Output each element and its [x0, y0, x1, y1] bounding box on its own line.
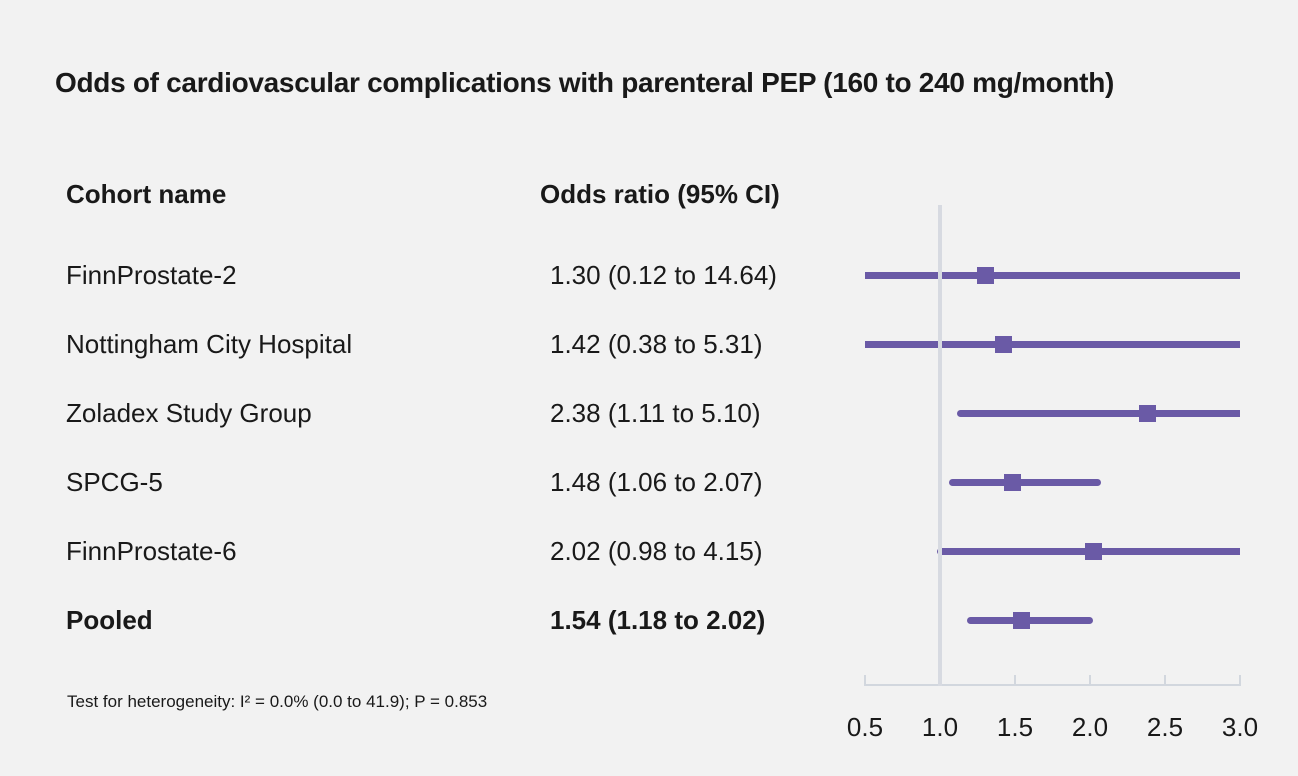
- x-axis-tick: [1239, 675, 1241, 686]
- cohort-row-name: Nottingham City Hospital: [66, 329, 353, 359]
- cohort-row-name: FinnProstate-2: [66, 260, 237, 290]
- confidence-interval-line: [949, 478, 1101, 486]
- cohort-row-odds-ratio-value: 1.54 (1.18 to 2.02): [550, 605, 766, 635]
- odds-ratio-square-marker: [1012, 611, 1030, 629]
- cohort-row-odds-ratio-value: 1.48 (1.06 to 2.07): [550, 467, 763, 497]
- x-axis-tick: [1164, 675, 1166, 686]
- confidence-interval-line: [865, 271, 1240, 279]
- odds-ratio-square-marker: [1003, 473, 1021, 491]
- x-axis-tick-label: 1.0: [921, 712, 959, 742]
- x-axis-tick-label: 2.0: [1071, 712, 1109, 742]
- x-axis-tick: [1014, 675, 1016, 686]
- cohort-row-odds-ratio-value: 2.02 (0.98 to 4.15): [550, 536, 763, 566]
- x-axis-tick-label: 2.5: [1146, 712, 1184, 742]
- cohort-row-odds-ratio-value: 1.42 (0.38 to 5.31): [550, 329, 763, 359]
- cohort-row-name: SPCG-5: [66, 467, 163, 497]
- cohort-row-odds-ratio-value: 1.30 (0.12 to 14.64): [550, 260, 777, 290]
- cohort-row-name: FinnProstate-6: [66, 536, 237, 566]
- confidence-interval-line: [967, 616, 1093, 624]
- figure-title: Odds of cardiovascular complications wit…: [55, 67, 1115, 98]
- odds-ratio-square-marker: [1138, 404, 1156, 422]
- heterogeneity-footnote: Test for heterogeneity: I² = 0.0% (0.0 t…: [67, 692, 488, 711]
- confidence-interval-line: [956, 409, 1240, 417]
- odds-ratio-column-header: Odds ratio (95% CI): [540, 179, 780, 209]
- x-axis-tick-label: 1.5: [996, 712, 1034, 742]
- cohort-column-header: Cohort name: [66, 179, 227, 209]
- odds-ratio-square-marker: [994, 335, 1012, 353]
- x-axis-tick-label: 3.0: [1221, 712, 1259, 742]
- odds-ratio-square-marker: [976, 266, 994, 284]
- cohort-row-odds-ratio-value: 2.38 (1.11 to 5.10): [550, 398, 761, 428]
- cohort-row-name: Pooled: [66, 605, 153, 635]
- x-axis-tick: [1089, 675, 1091, 686]
- cohort-row-name: Zoladex Study Group: [66, 398, 312, 428]
- confidence-interval-line: [865, 340, 1240, 348]
- odds-ratio-square-marker: [1084, 542, 1102, 560]
- x-axis-tick-label: 0.5: [846, 712, 884, 742]
- x-axis-line: [864, 684, 1241, 686]
- reference-line: [938, 205, 942, 686]
- x-axis-tick: [864, 675, 866, 686]
